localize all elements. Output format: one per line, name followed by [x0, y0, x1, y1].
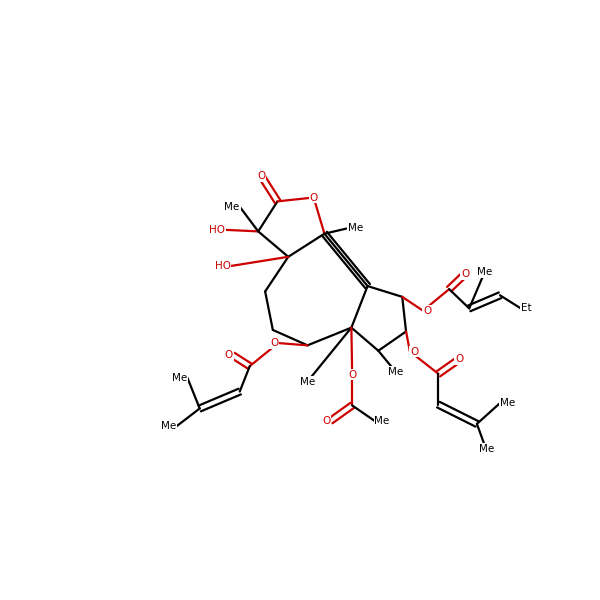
Text: Me: Me: [388, 367, 404, 377]
Text: Me: Me: [347, 223, 363, 233]
Text: O: O: [224, 350, 233, 361]
Text: O: O: [461, 269, 469, 279]
Text: Et: Et: [521, 304, 532, 313]
Text: O: O: [270, 338, 278, 348]
Text: Me: Me: [479, 444, 494, 454]
Text: Me: Me: [224, 202, 240, 212]
Text: O: O: [322, 416, 331, 426]
Text: O: O: [410, 347, 418, 356]
Text: Me: Me: [300, 377, 315, 386]
Text: Me: Me: [161, 421, 176, 431]
Text: O: O: [348, 370, 356, 380]
Text: HO: HO: [215, 261, 230, 271]
Text: O: O: [257, 171, 265, 181]
Text: Me: Me: [477, 267, 492, 277]
Text: HO: HO: [209, 225, 225, 235]
Text: O: O: [310, 193, 318, 203]
Text: Me: Me: [374, 416, 390, 426]
Text: O: O: [455, 354, 463, 364]
Text: O: O: [423, 305, 431, 316]
Text: Me: Me: [500, 398, 515, 408]
Text: Me: Me: [172, 373, 187, 383]
